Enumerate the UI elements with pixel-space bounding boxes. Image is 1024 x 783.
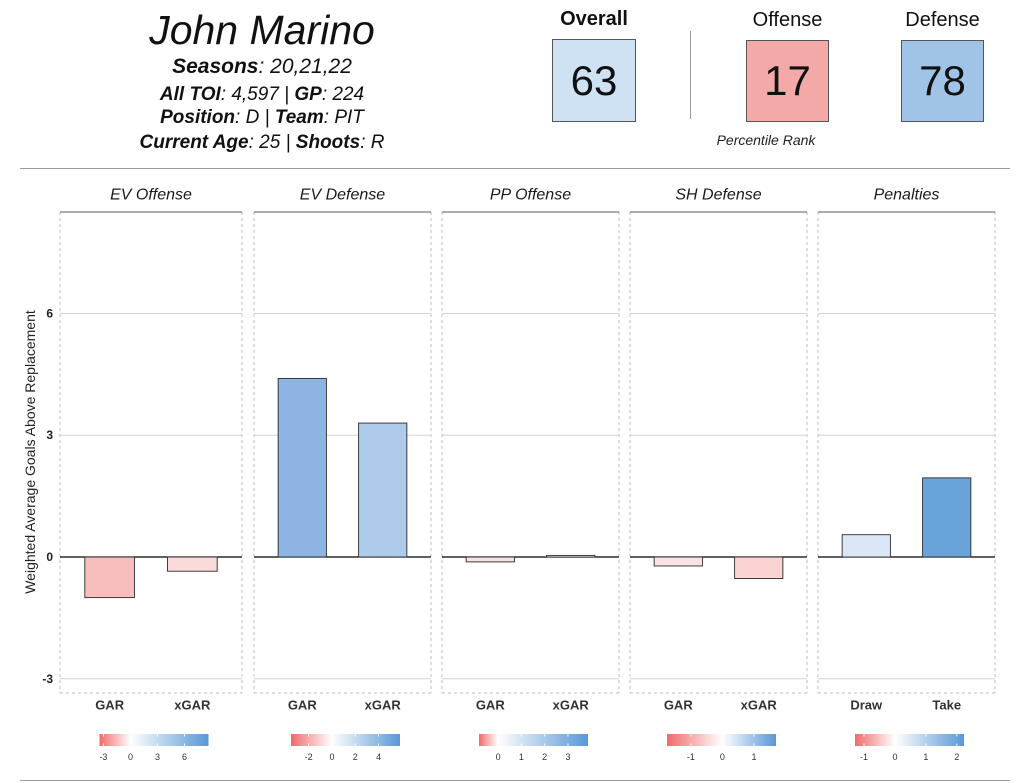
color-legend-tick-label: 3 [565,752,570,762]
x-tick-label: xGAR [553,698,590,713]
seasons-line: Seasons: 20,21,22 [0,54,524,80]
gp-value: : 224 [321,84,365,105]
bar-penalties-draw [841,534,891,558]
color-legend-bar [855,734,964,746]
panel-ev-defense: EV Defense GAR xGAR -2 0 2 4 [253,187,432,762]
panel-ev-offense: EV Offense GAR xGAR -3 0 3 6 [59,187,243,762]
panel-title: Penalties [874,187,940,204]
color-legend-tick-label: 0 [892,752,897,762]
color-legend-tick-label: 6 [182,752,187,762]
header-divider [20,168,1010,169]
panel-penalties: Penalties Draw Take -1 0 1 2 [817,187,996,762]
x-tick-label: xGAR [174,698,211,713]
team-value: : PIT [323,107,364,128]
toi-value: : 4,597 | [220,84,295,105]
y-tick-label: 0 [46,550,53,564]
y-tick-label: 6 [46,306,53,320]
color-legend-tick-label: 0 [128,752,133,762]
x-tick-label: GAR [664,698,694,713]
color-legend-tick-label: -3 [99,752,107,762]
player-name: John Marino [149,7,375,53]
toi-gp-line: All TOI: 4,597 | GP: 224 [0,84,524,106]
x-tick-label: GAR [476,698,506,713]
color-legend-tick-label: 1 [519,752,524,762]
panel-pp-offense: PP Offense GAR xGAR 0 1 2 3 [441,187,620,762]
seasons-label: Seasons [172,55,259,78]
bar-ev-offense-gar [84,556,135,599]
x-tick-label: GAR [95,698,125,713]
bar-pp-offense-gar [465,556,515,563]
offense-label: Offense [752,9,823,31]
gar-bar-chart: Weighted Average Goals Above Replacement… [22,187,996,762]
x-tick-label: GAR [288,698,318,713]
position-value: : D | [235,107,275,128]
panel-sh-defense: SH Defense GAR xGAR -1 0 1 [629,187,808,762]
shoots-label: Shoots [295,132,361,153]
gp-label: GP [294,84,322,105]
color-legend-tick-label: 2 [542,752,547,762]
age-value: : 25 | [248,132,296,153]
color-legend-tick-label: 3 [155,752,160,762]
color-legend-tick-label: 1 [923,752,928,762]
position-team-line: Position: D | Team: PIT [0,107,524,129]
panel-title: EV Defense [300,187,385,204]
footer-divider [20,780,1010,781]
y-axis-title: Weighted Average Goals Above Replacement [22,310,38,594]
defense-rating-box: 78 [901,40,984,122]
color-legend-tick-label: 1 [751,752,756,762]
shoots-value: : R [360,132,385,153]
defense-rating-value: 78 [919,57,966,104]
defense-label: Defense [905,9,980,31]
bar-pp-offense-xgar [546,554,596,558]
color-legend-tick-label: -2 [305,752,313,762]
color-legend-bar [99,734,209,746]
color-legend-tick-label: 2 [954,752,959,762]
rating-divider [690,31,691,119]
color-legend-bar [291,734,400,746]
bar-ev-defense-xgar [358,422,408,558]
bar-sh-defense-gar [653,556,703,567]
panel-title: PP Offense [490,187,571,204]
panel-title: EV Offense [110,187,192,204]
y-tick-label: -3 [42,672,53,686]
toi-label: All TOI [159,84,221,105]
color-legend-bar [667,734,776,746]
x-tick-label: xGAR [365,698,402,713]
panel-title: SH Defense [675,187,761,204]
age-label: Current Age [139,132,249,153]
color-legend-tick-label: -1 [687,752,695,762]
offense-rating-box: 17 [746,40,829,122]
bar-sh-defense-xgar [734,556,784,579]
bar-ev-offense-xgar [167,556,218,572]
color-legend-tick-label: 2 [353,752,358,762]
overall-rating-value: 63 [570,56,618,104]
color-legend-tick-label: -1 [860,752,868,762]
color-legend-tick-label: 0 [496,752,501,762]
bar-penalties-take [922,477,972,558]
player-bio: John Marino Seasons: 20,21,22 All TOI: 4… [0,0,524,160]
color-legend-bar [479,734,588,746]
offense-rating-value: 17 [764,57,811,104]
age-shoots-line: Current Age: 25 | Shoots: R [0,132,524,154]
color-legend-tick-label: 0 [329,752,334,762]
x-tick-label: Draw [850,698,883,713]
seasons-value: : 20,21,22 [258,55,352,78]
team-label: Team [274,107,324,128]
y-tick-label: 3 [46,428,53,442]
x-tick-label: Take [932,698,961,713]
color-legend-tick-label: 0 [720,752,725,762]
position-label: Position [160,107,236,128]
percentile-rank-caption: Percentile Rank [716,132,816,148]
bar-ev-defense-gar [277,377,327,558]
overall-rating-box: 63 [552,39,636,122]
x-tick-label: xGAR [741,698,778,713]
overall-label: Overall [560,8,628,30]
color-legend-tick-label: 4 [376,752,381,762]
